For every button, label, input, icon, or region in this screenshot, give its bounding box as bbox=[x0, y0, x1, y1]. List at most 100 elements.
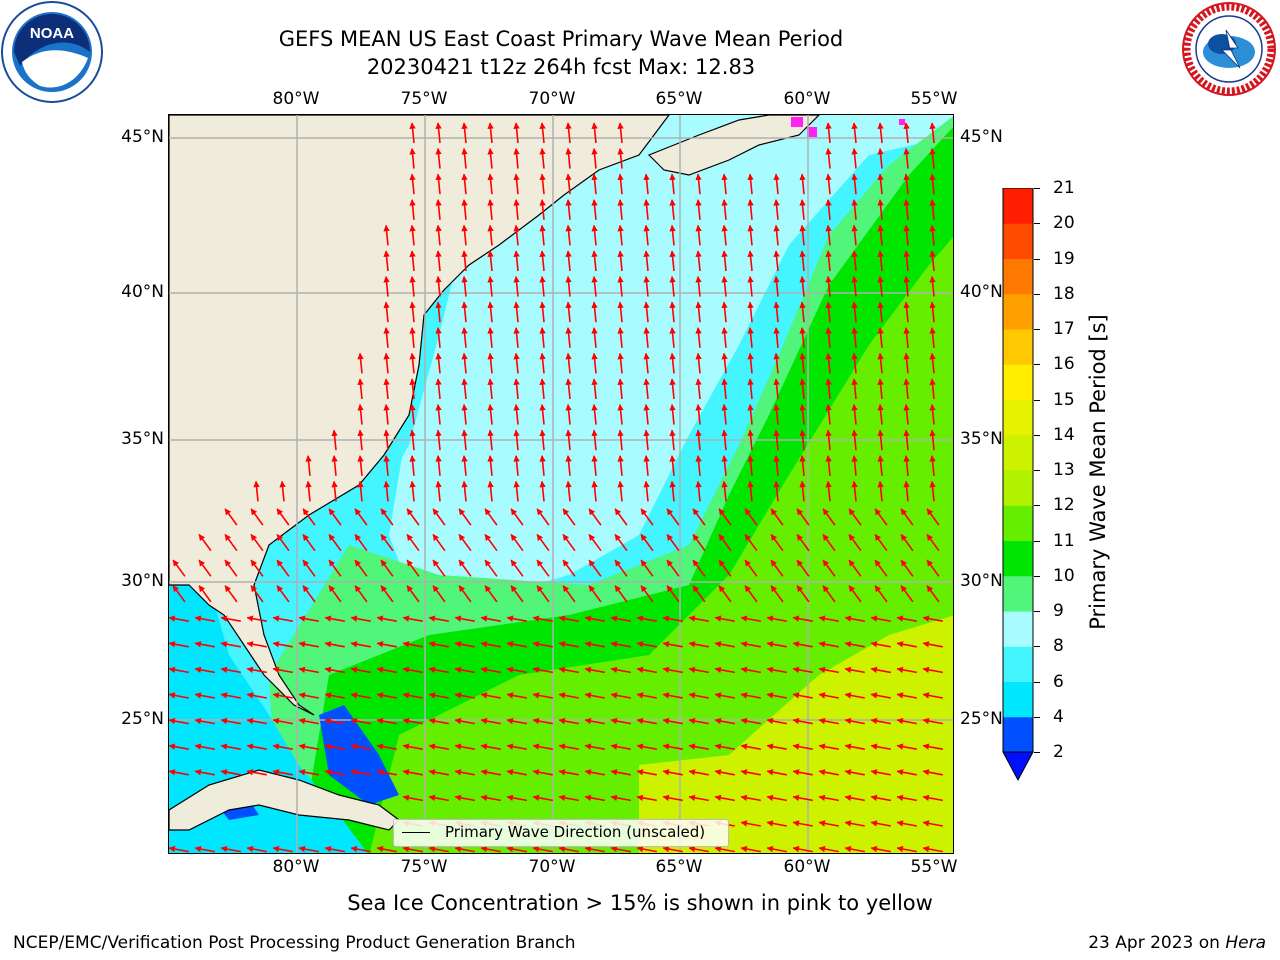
wave-direction-arrow bbox=[825, 455, 832, 476]
wave-direction-arrow bbox=[903, 327, 910, 348]
wave-direction-arrow bbox=[929, 327, 936, 348]
wave-direction-arrow bbox=[513, 327, 520, 348]
wave-direction-arrow bbox=[617, 275, 624, 297]
wave-direction-arrow bbox=[721, 327, 728, 348]
wave-direction-arrow bbox=[461, 327, 468, 348]
colorbar bbox=[1002, 187, 1034, 782]
wave-direction-arrow bbox=[818, 615, 839, 622]
wave-direction-arrow bbox=[428, 845, 449, 853]
wave-direction-arrow bbox=[454, 845, 475, 853]
lon-label-top-60w: 60°W bbox=[783, 89, 831, 109]
wave-direction-arrow bbox=[877, 480, 884, 502]
wave-direction-arrow bbox=[272, 692, 293, 699]
wave-direction-arrow bbox=[773, 301, 780, 323]
wave-direction-arrow bbox=[435, 480, 442, 502]
wave-direction-arrow bbox=[591, 403, 598, 425]
wave-direction-arrow bbox=[799, 275, 806, 297]
colorbar-tick-label: 9 bbox=[1053, 601, 1064, 621]
wave-direction-arrow bbox=[669, 199, 676, 220]
wave-direction-arrow bbox=[383, 455, 390, 476]
wave-direction-arrow bbox=[454, 692, 475, 699]
lon-label-top-75w: 75°W bbox=[400, 89, 448, 109]
wave-direction-arrow bbox=[454, 615, 475, 622]
wave-direction-arrow bbox=[825, 429, 832, 451]
wave-direction-arrow bbox=[744, 533, 758, 552]
wave-direction-arrow bbox=[402, 794, 423, 802]
wave-direction-arrow bbox=[376, 717, 397, 725]
footer-producer: NCEP/EMC/Verification Post Processing Pr… bbox=[13, 933, 576, 953]
wave-direction-arrow bbox=[799, 429, 806, 451]
wave-direction-arrow bbox=[428, 615, 449, 622]
wave-direction-arrow bbox=[246, 845, 267, 853]
wave-direction-arrow bbox=[510, 585, 524, 603]
wave-direction-arrow bbox=[435, 352, 442, 374]
wave-direction-arrow bbox=[272, 769, 293, 776]
wave-direction-arrow bbox=[610, 717, 631, 725]
colorbar-tick-mark bbox=[1034, 188, 1040, 189]
wave-direction-arrow bbox=[662, 692, 683, 699]
wave-direction-arrow bbox=[848, 508, 862, 526]
colorbar-segment bbox=[1003, 258, 1033, 295]
wave-direction-arrow bbox=[246, 666, 267, 674]
nws-logo bbox=[1178, 0, 1280, 98]
wave-direction-arrow bbox=[773, 378, 780, 400]
wave-direction-arrow bbox=[926, 559, 940, 577]
wave-direction-arrow bbox=[877, 224, 884, 246]
wave-direction-arrow bbox=[669, 352, 676, 374]
wave-direction-arrow bbox=[818, 641, 839, 648]
wave-direction-arrow bbox=[877, 199, 884, 220]
wave-direction-arrow bbox=[591, 352, 598, 374]
wave-direction-arrow bbox=[220, 845, 241, 853]
wave-direction-arrow bbox=[350, 692, 371, 699]
wave-direction-arrow bbox=[435, 250, 442, 272]
wave-direction-arrow bbox=[747, 275, 754, 297]
wave-direction-arrow bbox=[636, 769, 657, 776]
wave-direction-arrow bbox=[669, 301, 676, 323]
wave-direction-arrow bbox=[383, 250, 390, 272]
wave-direction-arrow bbox=[636, 717, 657, 725]
wave-direction-arrow bbox=[896, 743, 917, 750]
wave-direction-arrow bbox=[302, 559, 316, 577]
wave-direction-arrow bbox=[766, 820, 787, 827]
wave-direction-arrow bbox=[194, 717, 215, 725]
wave-direction-arrow bbox=[721, 275, 728, 297]
wave-direction-arrow bbox=[929, 122, 936, 144]
wave-direction-arrow bbox=[669, 275, 676, 297]
wave-direction-arrow bbox=[822, 585, 836, 603]
wave-direction-arrow bbox=[584, 615, 605, 622]
wave-direction-arrow bbox=[591, 378, 598, 400]
wave-direction-arrow bbox=[766, 845, 787, 853]
wave-direction-arrow bbox=[588, 508, 602, 526]
wave-direction-arrow bbox=[926, 585, 940, 603]
colorbar-tick-mark bbox=[1034, 540, 1040, 542]
wave-direction-arrow bbox=[926, 508, 940, 526]
wave-direction-arrow bbox=[799, 199, 806, 220]
wave-direction-arrow bbox=[747, 250, 754, 272]
wave-direction-arrow bbox=[409, 173, 416, 195]
wave-direction-arrow bbox=[272, 615, 293, 622]
wave-direction-arrow bbox=[220, 743, 241, 750]
lon-label-top-80w: 80°W bbox=[272, 89, 320, 109]
wave-direction-arrow bbox=[714, 717, 735, 725]
wave-direction-arrow bbox=[640, 585, 654, 603]
wave-direction-arrow bbox=[773, 455, 780, 476]
wave-direction-arrow bbox=[484, 508, 498, 526]
wave-direction-arrow bbox=[669, 403, 676, 425]
wave-direction-arrow bbox=[773, 224, 780, 246]
wave-direction-arrow bbox=[435, 224, 442, 246]
colorbar-tick-label: 10 bbox=[1053, 565, 1075, 586]
wave-direction-arrow bbox=[194, 666, 215, 674]
wave-direction-arrow bbox=[220, 641, 241, 648]
wave-direction-arrow bbox=[584, 794, 605, 802]
colorbar-tick-mark bbox=[1034, 258, 1040, 260]
wave-direction-arrow bbox=[617, 147, 624, 169]
wave-direction-arrow bbox=[565, 455, 572, 476]
wave-direction-arrow bbox=[461, 147, 468, 169]
wave-direction-arrow bbox=[357, 480, 364, 502]
wave-direction-arrow bbox=[792, 820, 813, 827]
wave-direction-arrow bbox=[929, 403, 936, 425]
wave-direction-arrow bbox=[432, 559, 446, 577]
colorbar-tick-label: 16 bbox=[1053, 354, 1075, 375]
wave-direction-arrow bbox=[484, 559, 498, 577]
period-zone-12-13s bbox=[639, 615, 953, 853]
